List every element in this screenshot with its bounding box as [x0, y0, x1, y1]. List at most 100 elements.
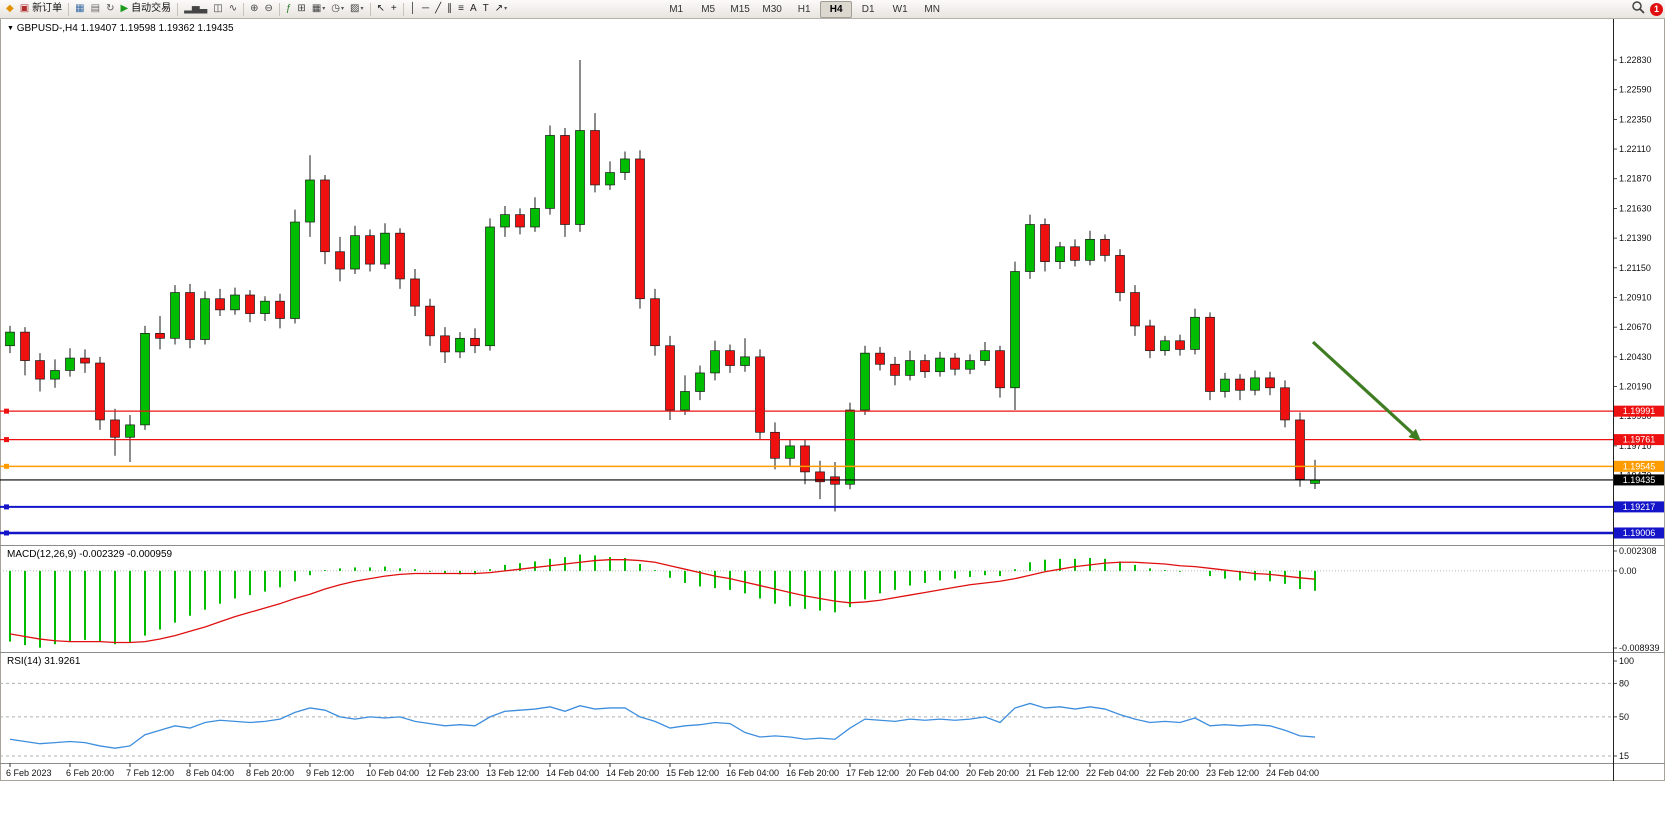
horizontal-line-icon[interactable]: ─	[420, 2, 431, 17]
macd-panel	[0, 554, 1613, 648]
notification-badge[interactable]: 1	[1650, 2, 1663, 16]
arrows-icon-glyph: ↗	[494, 3, 504, 14]
annotations-layer	[1311, 340, 1421, 441]
refresh-icon[interactable]: ↻	[104, 2, 116, 17]
label-icon[interactable]: T	[481, 2, 491, 17]
arrows-icon[interactable]: ↗ ▾	[493, 2, 509, 17]
price-badge	[1614, 460, 1664, 472]
app-icon-glyph: ◆	[6, 3, 14, 14]
date-axis-label: 8 Feb 04:00	[186, 768, 234, 778]
date-axis-label: 14 Feb 20:00	[606, 768, 659, 778]
new-order-button-icon: ▣	[19, 3, 30, 14]
price-axis-label: 1.22830	[1619, 55, 1652, 65]
rsi-panel	[0, 682, 1613, 757]
timeframe-h4-button[interactable]: H4	[820, 0, 853, 18]
timeframe-mn-button[interactable]: MN	[924, 3, 940, 15]
timeframe-m1-button[interactable]: M1	[669, 3, 684, 15]
candlestick-chart-icon-glyph: ◫	[213, 3, 223, 14]
price-badge	[1614, 434, 1664, 446]
price-axis-label: 1.20910	[1619, 292, 1652, 302]
dropdown-caret-icon: ▾	[341, 6, 345, 12]
date-axis-label: 17 Feb 12:00	[846, 768, 899, 778]
vertical-line-icon-glyph: │	[409, 3, 416, 14]
new-chart-icon[interactable]: ▦ ▾	[310, 2, 327, 17]
toolbar-separator	[243, 2, 245, 16]
macd-axis-label: -0.008939	[1619, 643, 1660, 653]
fibonacci-icon-glyph: ≡	[458, 3, 464, 14]
price-badge	[1614, 501, 1664, 513]
charts-icon[interactable]: ▦	[73, 2, 86, 17]
price-axis-label: 1.22350	[1619, 114, 1652, 124]
timeframe-m15-button[interactable]: M15	[730, 3, 750, 15]
vertical-line-icon[interactable]: │	[408, 2, 418, 17]
line-handle	[4, 530, 9, 536]
template-icon[interactable]: ▨ ▾	[348, 2, 365, 17]
line-chart-icon-glyph: ∿	[228, 3, 238, 14]
dropdown-caret-icon: ▾	[504, 6, 508, 12]
zoom-out-icon[interactable]: ⊖	[262, 2, 274, 17]
new-chart-icon-glyph: ▦	[311, 3, 322, 14]
date-axis-label: 6 Feb 20:00	[66, 768, 114, 778]
macd-signal-line	[9, 559, 1316, 644]
date-axis-label: 7 Feb 12:00	[126, 768, 174, 778]
price-axis-label: 1.19710	[1619, 441, 1652, 451]
dropdown-caret-icon: ▾	[322, 6, 326, 12]
date-axis-label: 10 Feb 04:00	[366, 768, 419, 778]
toolbar-separator	[402, 2, 404, 16]
autotrade-button-icon: ▶	[120, 3, 129, 14]
price-axis-label: 1.22110	[1619, 144, 1651, 154]
trendline-icon[interactable]: ╱	[433, 2, 443, 17]
toolbar-separator	[68, 2, 70, 16]
svg-text:1.19545: 1.19545	[1623, 461, 1656, 471]
charts-icon-glyph: ▦	[75, 3, 85, 14]
search-icon[interactable]	[1631, 0, 1645, 19]
cursor-icon[interactable]: ↖	[375, 2, 387, 17]
chart-frame	[0, 18, 1665, 781]
timeframe-h1-button[interactable]: H1	[797, 3, 811, 15]
period-icon[interactable]: ◷ ▾	[329, 2, 346, 17]
sell-signal-arrow-head	[1408, 428, 1421, 441]
svg-text:1.19761: 1.19761	[1623, 435, 1656, 445]
date-axis-label: 8 Feb 20:00	[246, 768, 294, 778]
tile-windows-icon[interactable]: ⊞	[295, 2, 307, 17]
rsi-line	[9, 702, 1316, 749]
indicators-icon[interactable]: ƒ	[284, 2, 294, 17]
timeframe-w1-button[interactable]: W1	[892, 3, 908, 15]
date-axis-label: 24 Feb 04:00	[1266, 768, 1319, 778]
hline-objects-layer	[0, 408, 1613, 536]
candles-layer	[5, 60, 1320, 512]
timeframe-m5-button[interactable]: M5	[701, 3, 716, 15]
timeframe-m30-button[interactable]: M30	[762, 3, 782, 15]
price-axis-label: 1.21150	[1619, 263, 1651, 273]
timeframe-d1-button[interactable]: D1	[861, 3, 875, 15]
text-icon-glyph: A	[469, 3, 477, 14]
price-axis-label: 1.21390	[1619, 233, 1652, 243]
fibonacci-icon[interactable]: ≡	[456, 2, 466, 17]
text-icon[interactable]: A	[468, 2, 479, 17]
toolbar-separator	[177, 2, 179, 16]
template-icon-glyph: ▨	[350, 3, 360, 14]
new-order-button[interactable]: ▣ 新订单	[18, 2, 64, 17]
date-axis-label: 14 Feb 04:00	[546, 768, 599, 778]
autotrade-button[interactable]: ▶ 自动交易	[118, 2, 173, 17]
line-chart-icon[interactable]: ∿	[227, 2, 239, 17]
toolbar-groups: ◆ ▣ 新订单 ▦ ▤ ↻ ▶ 自动交易 ▂▅▃ ◫ ∿ ⊕ ⊖ ƒ ⊞ ▦ ▾ ◷ ▾ ▨ ▾ ↖ + │ ─ ╱ ∥ ≡ A T ↗ ▾	[3, 2, 510, 17]
app-icon[interactable]: ◆	[4, 2, 16, 17]
channel-icon[interactable]: ∥	[445, 2, 454, 17]
profiles-icon[interactable]: ▤	[89, 2, 102, 17]
trendline-icon-glyph: ╱	[435, 3, 442, 14]
date-axis: 6 Feb 2023 6 Feb 20:00 7 Feb 12:00 8 Feb 04…	[6, 763, 1319, 778]
bar-chart-icon[interactable]: ▂▅▃	[182, 2, 209, 17]
new-order-button-label: 新订单	[32, 3, 63, 14]
channel-icon-glyph: ∥	[447, 3, 453, 14]
candlestick-chart-icon[interactable]: ◫	[211, 2, 224, 17]
date-axis-label: 22 Feb 04:00	[1086, 768, 1139, 778]
zoom-in-icon[interactable]: ⊕	[248, 2, 260, 17]
date-axis-label: 16 Feb 04:00	[726, 768, 779, 778]
svg-text:1.19435: 1.19435	[1623, 475, 1656, 485]
price-axis-label: 1.21630	[1619, 203, 1652, 213]
crosshair-icon[interactable]: +	[389, 2, 399, 17]
date-axis-label: 9 Feb 12:00	[306, 768, 354, 778]
